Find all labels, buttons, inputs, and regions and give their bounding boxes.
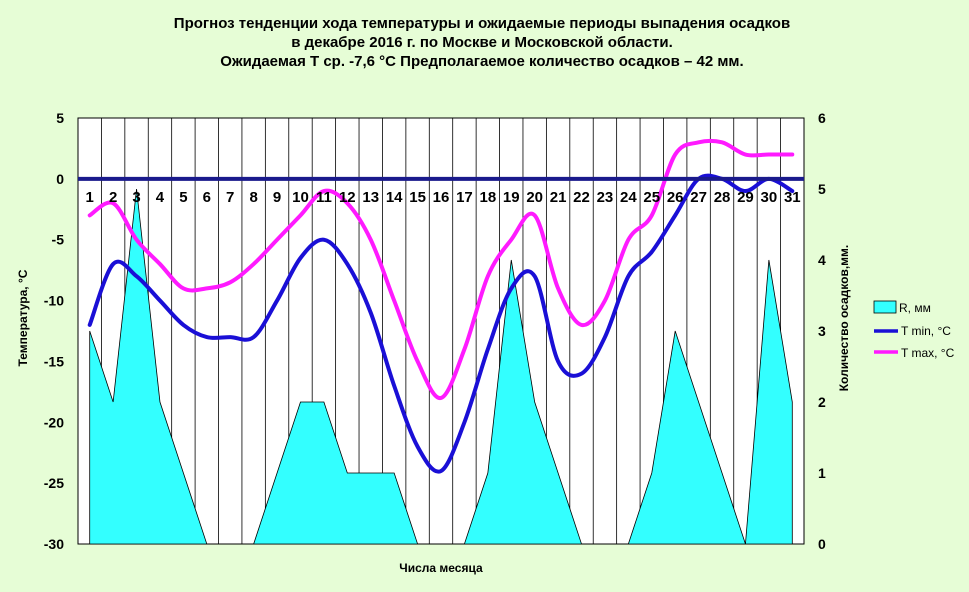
x-tick-label: 15 — [409, 189, 426, 206]
x-tick-label: 7 — [226, 189, 234, 206]
x-tick-label: 25 — [643, 189, 660, 206]
y-axis-label-right: Количество осадков,мм. — [837, 245, 851, 392]
series-tmax-line — [87, 138, 795, 400]
x-tick-label: 29 — [737, 189, 754, 206]
x-tick-label: 18 — [479, 189, 496, 206]
y-tick-label-left: 0 — [56, 171, 64, 187]
y-tick-label-left: -20 — [44, 414, 64, 430]
day-labels: 1 2 3 4 5 6 7 8 9 10 11 12 13 14 15 16 17 18 19 20 21 22 23 24 2… — [86, 189, 801, 206]
legend-label-tmax: T max, °С — [901, 346, 955, 360]
x-tick-label: 30 — [761, 189, 778, 206]
y-tick-label-right: 3 — [818, 323, 826, 339]
x-tick-label: 3 — [132, 189, 140, 206]
x-tick-label: 22 — [573, 189, 590, 206]
x-tick-label: 26 — [667, 189, 684, 206]
y-tick-label-left: -5 — [52, 232, 65, 248]
x-tick-label: 1 — [86, 189, 94, 206]
x-tick-label: 9 — [273, 189, 281, 206]
y-tick-label-right: 5 — [818, 181, 826, 197]
x-tick-label: 16 — [433, 189, 450, 206]
chart-title-line-2: в декабре 2016 г. по Москве и Московской… — [291, 34, 673, 51]
x-tick-label: 8 — [249, 189, 257, 206]
legend-label-precip: R, мм — [899, 301, 931, 315]
y-axis-label-left: Температура, °С — [16, 269, 30, 366]
y-tick-label-right: 4 — [818, 252, 826, 268]
temperature-lines-layer — [87, 138, 795, 474]
x-tick-label: 6 — [203, 189, 211, 206]
chart-title-line-1: Прогноз тенденции хода температуры и ожи… — [174, 15, 790, 32]
x-tick-label: 17 — [456, 189, 473, 206]
x-tick-label: 23 — [597, 189, 614, 206]
legend-swatch-precip — [873, 300, 897, 314]
x-tick-label: 28 — [714, 189, 731, 206]
y-tick-label-left: -15 — [44, 353, 64, 369]
x-tick-label: 21 — [550, 189, 567, 206]
y-tick-label-right: 6 — [818, 110, 826, 126]
legend-label-tmin: T min, °С — [901, 324, 951, 338]
y-tick-label-right: 1 — [818, 465, 826, 481]
x-tick-label: 31 — [784, 189, 801, 206]
chart-title-line-3: Ожидаемая Т ср. -7,6 °С Предполагаемое к… — [220, 53, 743, 70]
series-tmin-line — [87, 173, 795, 474]
x-tick-label: 13 — [362, 189, 379, 206]
y-tick-label-left: -30 — [44, 536, 64, 552]
y-tick-label-left: -25 — [44, 475, 64, 491]
x-tick-label: 20 — [526, 189, 543, 206]
y-tick-label-left: -10 — [44, 293, 64, 309]
right-axis-ticks: 6 5 4 3 2 1 0 — [818, 110, 826, 552]
x-tick-label: 11 — [316, 189, 332, 206]
y-tick-label-right: 2 — [818, 394, 826, 410]
y-tick-label-left: 5 — [56, 110, 64, 126]
left-axis-ticks: 5 0 -5 -10 -15 -20 -25 -30 — [44, 110, 64, 552]
precipitation-area-layer — [89, 188, 793, 545]
x-tick-label: 2 — [109, 189, 117, 206]
x-tick-label: 10 — [292, 189, 309, 206]
x-tick-label: 5 — [179, 189, 187, 206]
y-tick-label-right: 0 — [818, 536, 826, 552]
x-tick-label: 4 — [156, 189, 165, 206]
series-precipitation-area — [89, 188, 793, 545]
x-tick-label: 19 — [503, 189, 520, 206]
x-tick-label: 12 — [339, 189, 356, 206]
x-tick-label: 24 — [620, 189, 637, 206]
legend: R, мм T min, °С T max, °С — [873, 300, 955, 360]
x-tick-label: 14 — [386, 189, 403, 206]
x-tick-label: 27 — [690, 189, 707, 206]
x-axis-label: Числа месяца — [399, 561, 483, 575]
